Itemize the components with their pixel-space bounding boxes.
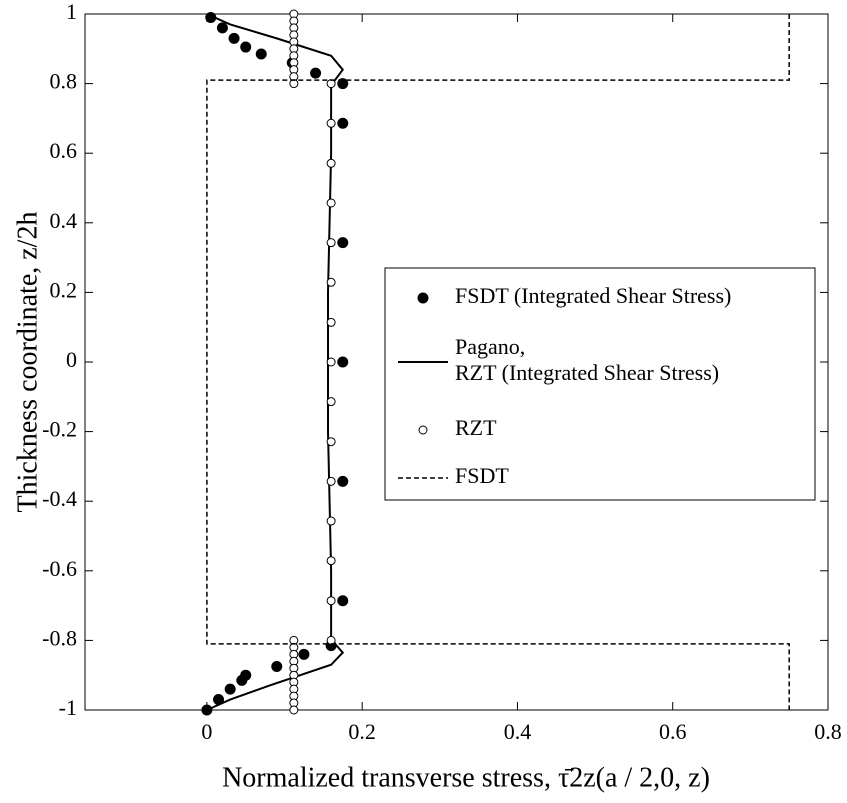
marker: [298, 648, 310, 660]
marker: [236, 674, 248, 686]
y-tick-label: -0.4: [42, 486, 77, 511]
y-tick-label: 0.2: [50, 277, 78, 302]
y-tick-label: 0.4: [50, 208, 78, 233]
y-tick-label: -1: [59, 695, 77, 720]
marker: [326, 198, 336, 208]
x-tick-label: 0.4: [504, 719, 532, 744]
y-tick-label: -0.2: [42, 417, 77, 442]
line: [206, 14, 790, 710]
legend-label: Pagano, RZT (Integrated Shear Stress): [455, 334, 719, 385]
marker: [326, 516, 336, 526]
x-axis-label: Normalized transverse stress, τ̄2z(a / 2…: [222, 762, 710, 793]
marker: [326, 238, 336, 248]
marker: [255, 48, 267, 60]
marker: [326, 556, 336, 566]
marker: [326, 596, 336, 606]
marker: [337, 595, 349, 607]
y-tick-label: 1: [66, 0, 77, 24]
marker: [240, 41, 252, 53]
marker: [326, 437, 336, 447]
marker: [228, 32, 240, 44]
marker: [326, 277, 336, 287]
legend-box: [384, 267, 816, 501]
marker: [310, 67, 322, 79]
legend-marker: [417, 292, 429, 304]
legend-label: FSDT (Integrated Shear Stress): [455, 283, 731, 308]
marker: [326, 317, 336, 327]
legend-label: RZT: [455, 415, 497, 440]
legend-label: FSDT: [455, 463, 509, 488]
x-tick-label: 0.2: [348, 719, 376, 744]
marker: [337, 237, 349, 249]
marker: [326, 397, 336, 407]
y-tick-label: -0.8: [42, 625, 77, 650]
y-axis-label: Thickness coordinate, z/2h: [12, 212, 43, 513]
y-tick-label: 0: [66, 347, 77, 372]
marker: [337, 117, 349, 129]
marker: [337, 475, 349, 487]
marker: [337, 356, 349, 368]
y-tick-label: -0.6: [42, 556, 77, 581]
marker: [271, 661, 283, 672]
y-tick-label: 0.8: [50, 69, 78, 94]
x-tick-label: 0.6: [659, 719, 687, 744]
marker: [326, 158, 336, 168]
marker: [289, 705, 299, 715]
marker: [337, 78, 349, 90]
y-tick-label: 0.6: [50, 138, 78, 163]
x-tick-label: 0: [201, 719, 212, 744]
marker: [216, 22, 228, 34]
line: [206, 13, 345, 711]
x-tick-label: 0.8: [814, 719, 842, 744]
marker: [224, 683, 236, 695]
marker: [326, 476, 336, 486]
marker: [326, 357, 336, 367]
marker: [326, 118, 336, 128]
legend-marker: [418, 425, 428, 435]
